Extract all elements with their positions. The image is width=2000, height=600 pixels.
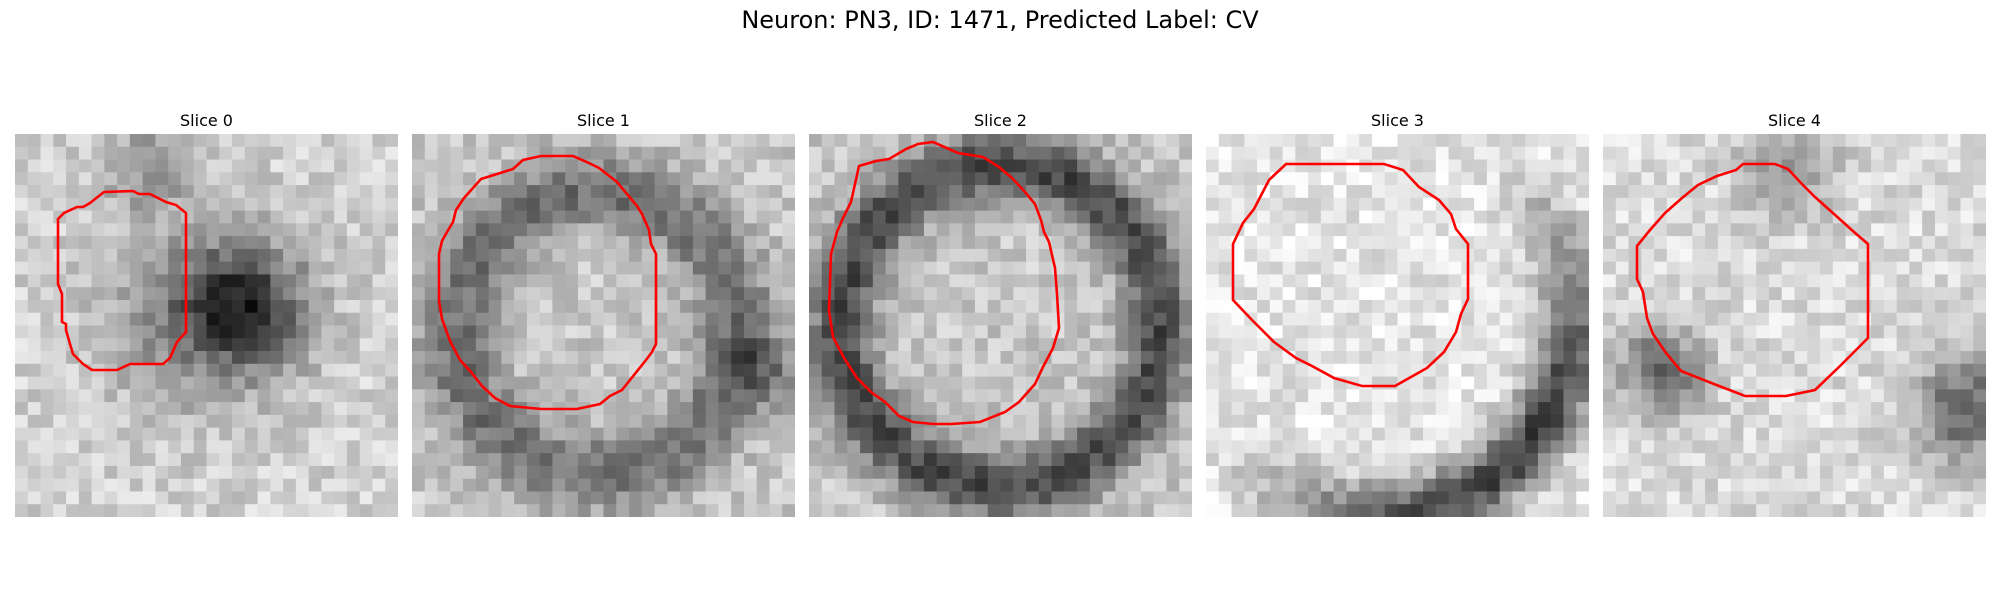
slice-panel-2: Slice 2 (809, 108, 1192, 517)
segmentation-contour (437, 154, 658, 411)
slice-image-3 (1206, 134, 1589, 517)
slice-title: Slice 2 (974, 111, 1027, 130)
slice-image-1 (412, 134, 795, 517)
slice-panel-0: Slice 0 (15, 108, 398, 517)
slice-image-2 (809, 134, 1192, 517)
slice-image-0 (15, 134, 398, 517)
slice-title: Slice 4 (1768, 111, 1821, 130)
slice-panel-3: Slice 3 (1206, 108, 1589, 517)
slice-panel-4: Slice 4 (1603, 108, 1986, 517)
slice-title: Slice 0 (180, 111, 233, 130)
figure-title: Neuron: PN3, ID: 1471, Predicted Label: … (741, 6, 1259, 34)
slice-panel-1: Slice 1 (412, 108, 795, 517)
slice-title: Slice 3 (1371, 111, 1424, 130)
slice-image-4 (1603, 134, 1986, 517)
segmentation-contour (1231, 162, 1470, 388)
segmentation-contour (827, 140, 1061, 426)
segmentation-contour (1635, 162, 1870, 398)
segmentation-contour (56, 189, 188, 372)
slice-title: Slice 1 (577, 111, 630, 130)
